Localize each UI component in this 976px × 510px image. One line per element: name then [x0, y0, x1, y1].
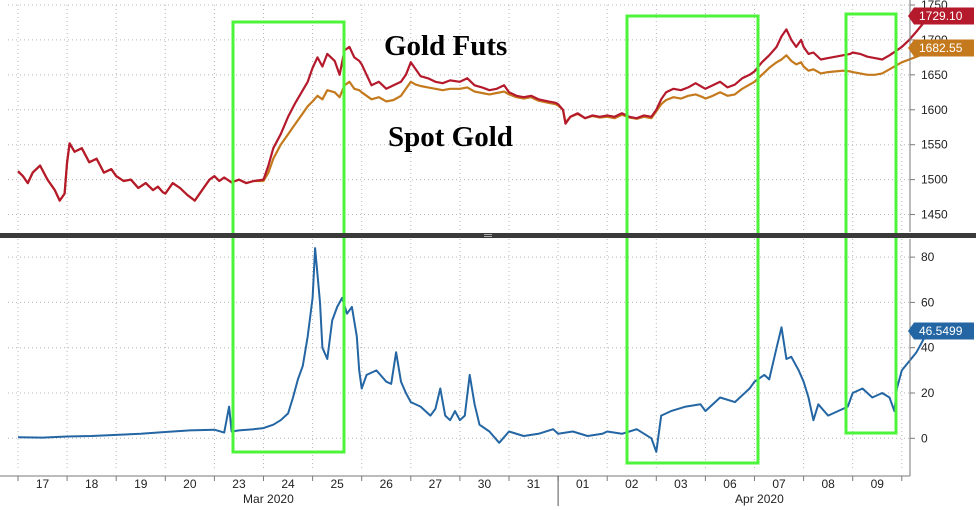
highlight-layer [231, 12, 898, 465]
y-tick-label-top: 1650 [921, 68, 948, 82]
x-tick-label: 01 [576, 477, 590, 491]
badge-spot-gold-shape [908, 39, 974, 57]
y-tick-label-bottom: 0 [921, 431, 928, 445]
y-tick-label-bottom: 20 [921, 386, 935, 400]
badge-lower-series-label: 46.5499 [919, 324, 963, 338]
x-tick-label: 19 [134, 477, 148, 491]
badge-gold-futs-label: 1729.10 [919, 9, 963, 23]
highlight-box-3 [844, 12, 898, 435]
series-line-gold-futs [17, 16, 930, 202]
month-label-mar: Mar 2020 [243, 492, 294, 506]
annotation-gold-futs: Gold Futs [384, 30, 507, 62]
panel-divider [0, 233, 976, 238]
x-tick-label: 06 [723, 477, 737, 491]
series-layer [17, 16, 930, 453]
badge-gold-futs-shape [908, 7, 974, 25]
x-tick-label: 03 [674, 477, 688, 491]
x-tick-label: 25 [330, 477, 344, 491]
x-tick-label: 23 [232, 477, 246, 491]
badge-lower-series-shape [908, 322, 974, 340]
x-tick-label: 30 [478, 477, 492, 491]
x-tick-label: 08 [821, 477, 835, 491]
series-line-lower [17, 247, 930, 453]
y-tick-label-top: 1600 [921, 103, 948, 117]
y-tick-label-top: 1450 [921, 208, 948, 222]
x-tick-label: 31 [527, 477, 541, 491]
y-tick-label-top: 1550 [921, 138, 948, 152]
badge-spot-gold-label: 1682.55 [919, 41, 963, 55]
x-tick-label: 02 [625, 477, 639, 491]
y-tick-label-top: 1500 [921, 173, 948, 187]
y-tick-label-bottom: 40 [921, 341, 935, 355]
y-tick-label-bottom: 80 [921, 250, 935, 264]
highlight-box-2 [625, 14, 760, 465]
x-tick-label: 18 [85, 477, 99, 491]
x-tick-label: 26 [380, 477, 394, 491]
y-tick-label-bottom: 60 [921, 295, 935, 309]
x-tick-label: 27 [429, 477, 443, 491]
x-tick-label: 07 [772, 477, 786, 491]
month-label-apr: Apr 2020 [735, 492, 784, 506]
x-tick-label: 24 [281, 477, 295, 491]
x-tick-label: 09 [871, 477, 885, 491]
x-tick-label: 20 [183, 477, 197, 491]
x-tick-label: 17 [36, 477, 50, 491]
annotation-spot-gold: Spot Gold [388, 121, 513, 153]
